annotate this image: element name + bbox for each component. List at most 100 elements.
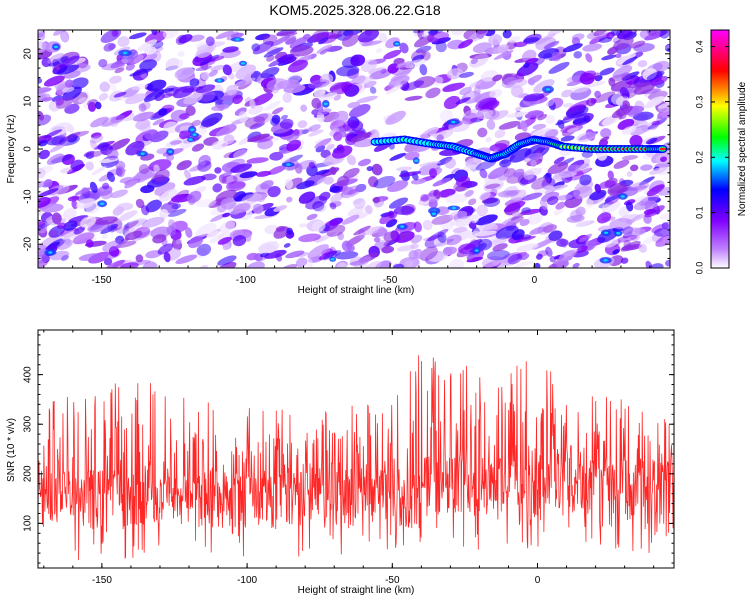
heat-cell	[390, 69, 412, 82]
heat-cell	[568, 100, 590, 112]
heat-cell	[292, 129, 305, 137]
heat-cell	[531, 176, 551, 190]
heat-cell	[206, 230, 219, 238]
heat-hotspot-core	[123, 51, 128, 55]
heat-cell	[445, 193, 468, 204]
heat-hotspot-core	[451, 120, 456, 124]
heat-cell	[258, 241, 280, 254]
heat-cell	[55, 96, 74, 109]
heat-cell	[115, 235, 124, 244]
heat-cell	[658, 166, 670, 176]
heat-cell	[187, 190, 202, 203]
heat-cell	[527, 213, 543, 225]
heat-hotspot-core	[217, 79, 222, 82]
heat-cell	[545, 246, 553, 257]
heat-cell	[159, 208, 169, 219]
heat-cell	[70, 77, 89, 90]
heat-cell	[199, 90, 216, 102]
x-tick-label: -150	[91, 275, 111, 286]
heat-cell	[38, 92, 51, 102]
heat-cell	[276, 79, 300, 89]
figure-title: KOM5.2025.328.06.22.G18	[269, 2, 440, 18]
heat-cell	[123, 220, 139, 230]
heat-cell	[38, 196, 51, 209]
heat-cell	[68, 215, 89, 223]
heat-cell	[469, 53, 492, 60]
heat-cell	[481, 256, 502, 268]
heat-cell	[650, 76, 668, 86]
heat-cell	[519, 253, 530, 261]
heat-cell	[49, 141, 68, 153]
colorbar-ticks: 0.0 0.1 0.2 0.3 0.4	[694, 40, 729, 274]
heat-hotspot-core	[100, 202, 105, 205]
heat-cell	[99, 81, 111, 93]
heat-cell	[172, 85, 195, 99]
heat-cell	[553, 156, 565, 164]
heat-cell	[633, 111, 654, 121]
x-tick-label: 0	[535, 575, 541, 586]
heat-cell	[297, 120, 308, 129]
heat-cell	[644, 96, 665, 109]
snr-y-axis: 100 200 300 400	[23, 334, 674, 564]
heat-cell	[470, 214, 479, 224]
snr-y-label: SNR (10 * v/v)	[6, 418, 17, 482]
heat-cell	[514, 106, 523, 112]
snr-line	[38, 355, 674, 561]
heat-cell	[583, 115, 591, 123]
heat-cell	[546, 196, 559, 206]
heat-cell	[299, 223, 309, 228]
heat-cell	[232, 203, 251, 214]
heat-cell	[626, 171, 633, 177]
y-tick-label: 20	[23, 48, 34, 60]
heat-cell	[464, 189, 474, 198]
y-tick-label: 400	[23, 366, 34, 383]
heat-cell	[378, 32, 388, 43]
heat-cell	[609, 73, 632, 82]
heat-cell	[62, 131, 81, 142]
heat-cell	[226, 84, 238, 96]
heat-cell	[431, 214, 454, 225]
heat-cell	[216, 124, 235, 137]
x-tick-label: -100	[237, 575, 257, 586]
heat-cell	[630, 164, 639, 172]
heat-cell	[271, 107, 284, 115]
heat-cell	[286, 133, 300, 142]
heat-hotspot-core	[140, 152, 145, 155]
heat-cell	[39, 235, 63, 249]
heat-cell	[643, 236, 655, 245]
heat-cell	[562, 102, 573, 108]
heat-cell	[545, 100, 555, 107]
heat-cell	[451, 168, 460, 174]
heat-cell	[109, 138, 130, 151]
heat-cell	[444, 157, 456, 169]
heat-hotspot-core	[323, 102, 328, 106]
heat-cell	[158, 108, 168, 116]
heat-cell	[314, 108, 332, 115]
heat-cell	[383, 49, 402, 60]
heat-hotspot-core	[241, 62, 245, 65]
heat-cell	[244, 116, 266, 128]
heat-cell	[522, 192, 543, 201]
heat-cell	[558, 164, 579, 177]
heat-cell	[89, 135, 104, 144]
heat-cell	[308, 161, 316, 169]
heat-cell	[275, 226, 286, 232]
heat-cell	[191, 143, 205, 152]
heat-cell	[305, 195, 328, 210]
heat-cell	[572, 117, 587, 125]
heat-cell	[38, 77, 43, 84]
heat-cell	[369, 129, 380, 140]
heat-cell	[154, 169, 170, 182]
heat-cell	[419, 161, 441, 167]
heat-cell	[661, 222, 669, 230]
heat-cell	[143, 89, 165, 102]
heat-cell	[174, 67, 195, 80]
y-tick-label: 100	[23, 515, 34, 532]
heat-cell	[109, 82, 117, 92]
heat-cell	[138, 103, 147, 112]
heat-cell	[286, 139, 302, 152]
heat-cell	[657, 187, 670, 196]
heat-cell	[476, 30, 487, 35]
heat-hotspot-core	[604, 231, 609, 234]
snr-panel: -150 -100 -50 0 100 200 300 400 Height of stra…	[6, 329, 675, 596]
